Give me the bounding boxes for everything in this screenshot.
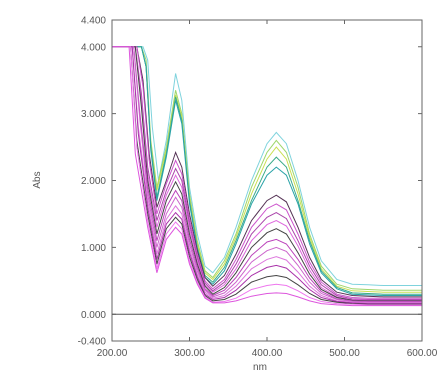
y-tick-label: 2.000: [81, 176, 106, 187]
spectrum-line-17: [112, 46, 422, 307]
spectrum-line-12: [112, 46, 422, 303]
spectrum-line-3: [112, 46, 422, 293]
x-tick-label: 300.00: [174, 348, 205, 359]
y-tick-label: -0.400: [78, 337, 107, 348]
x-tick-label: 200.00: [97, 348, 128, 359]
spectrum-line-13: [112, 46, 422, 304]
spectrum-line-6: [112, 46, 422, 298]
y-tick-label: 4.400: [81, 16, 106, 27]
spectrum-line-4: [112, 46, 422, 295]
plot-border: [111, 19, 423, 342]
y-tick-label: 4.000: [81, 42, 106, 53]
x-axis-title: nm: [253, 362, 267, 372]
y-tick-label: 0.000: [81, 310, 106, 321]
spectrum-line-10: [112, 46, 422, 302]
spectrum-line-8: [112, 46, 422, 300]
spectrum-line-9: [112, 46, 422, 301]
spectrum-line-15: [112, 46, 422, 305]
plot-frame: [111, 19, 423, 342]
y-axis-title: Abs: [32, 171, 43, 188]
spectrum-line-7: [112, 46, 422, 299]
spectrum-line-16: [112, 46, 422, 306]
x-tick-label: 400.00: [252, 348, 283, 359]
x-tick-label: 500.00: [329, 348, 360, 359]
y-tick-label: 3.000: [81, 109, 106, 120]
spectra-series: [112, 46, 422, 307]
x-tick-label: 600.00: [407, 348, 438, 359]
spectrum-line-11: [112, 46, 422, 302]
spectrum-line-14: [112, 46, 422, 305]
spectrum-line-2: [112, 46, 422, 291]
tick-labels: -0.400 0.000 1.000 2.000 3.000 4.000 4.400 200.…: [78, 16, 438, 360]
spectrum-line-5: [112, 46, 422, 296]
y-tick-label: 1.000: [81, 243, 106, 254]
